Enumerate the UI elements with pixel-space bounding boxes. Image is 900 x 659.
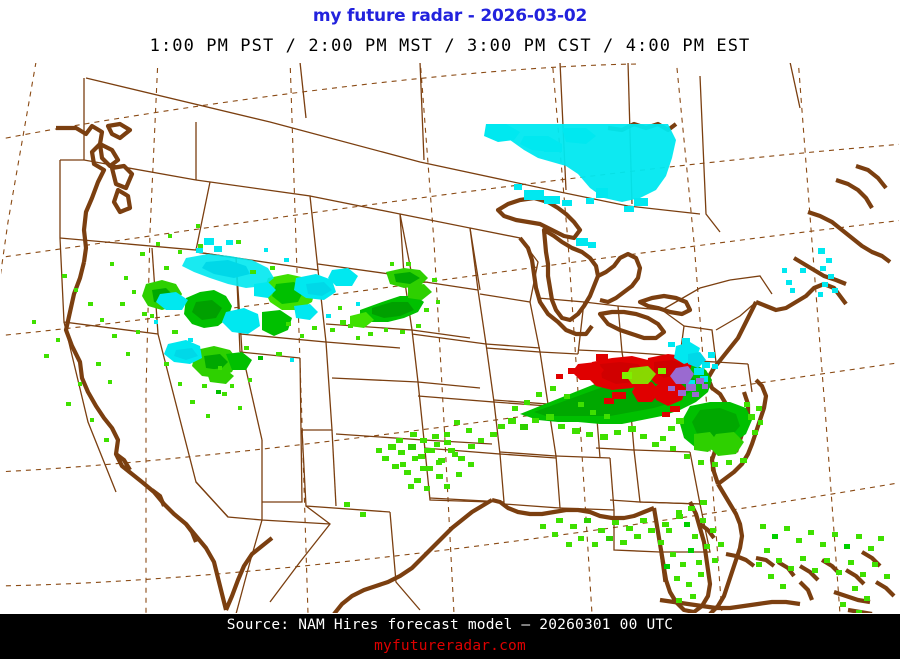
website-link[interactable]: myfutureradar.com (374, 638, 526, 654)
radar-map-canvas[interactable] (0, 62, 900, 614)
timezone-row: 1:00 PM PST / 2:00 PM MST / 3:00 PM CST … (149, 36, 751, 56)
radar-echo-rockies (120, 240, 360, 394)
source-attribution: Source: NAM Hires forecast model – 20260… (226, 617, 674, 633)
radar-echo-midatlantic-core (520, 338, 718, 424)
radar-echo-northwest-snow (196, 238, 233, 253)
radar-echo-northeast-snow (782, 248, 838, 297)
radar-echo-gulf-scattered (540, 500, 707, 547)
radar-echo-appalachia (660, 402, 763, 467)
radar-echo-southern-plains (344, 432, 475, 517)
latlon-grid (0, 62, 900, 614)
map-background (0, 62, 900, 614)
page-header: my future radar - 2026-03-02 1:00 PM PST… (0, 0, 900, 62)
page-footer: Source: NAM Hires forecast model – 20260… (0, 614, 900, 659)
radar-echo-caribbean (756, 524, 890, 614)
page-title: my future radar - 2026-03-02 (312, 6, 588, 26)
radar-echo-canada-snow (484, 124, 676, 212)
radar-echo-plains (330, 262, 440, 340)
radar-echo-west-scattered (32, 224, 252, 442)
radar-echo-tennessee (400, 386, 659, 471)
radar-map[interactable] (0, 62, 900, 614)
radar-echo-florida (658, 510, 724, 603)
radar-echo-great-lakes-snow (514, 184, 596, 248)
